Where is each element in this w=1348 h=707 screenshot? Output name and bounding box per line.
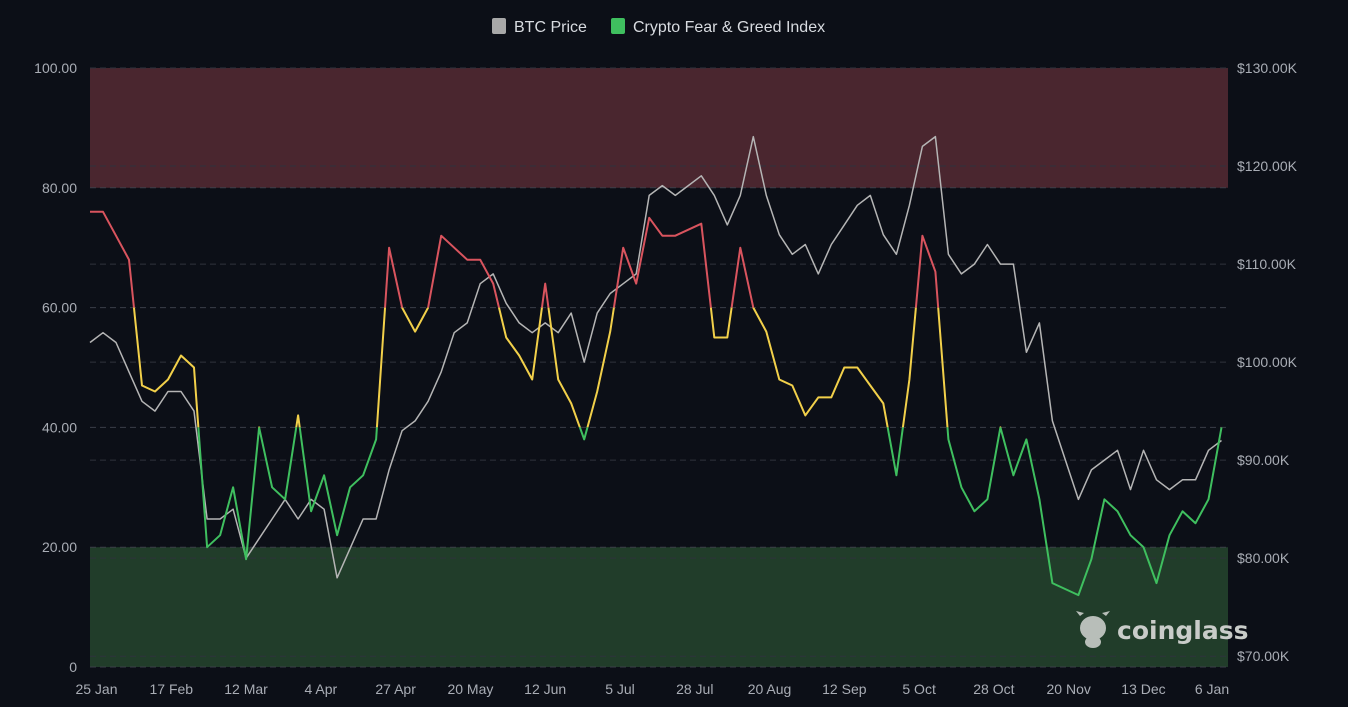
left-tick-label: 60.00 bbox=[42, 300, 77, 316]
right-tick-label: $90.00K bbox=[1237, 452, 1290, 468]
series-line-fear-greed-greed-segment bbox=[90, 210, 940, 308]
x-tick-label: 28 Jul bbox=[676, 681, 713, 697]
legend-swatch-fear-greed-icon bbox=[611, 18, 625, 34]
legend-label-btc: BTC Price bbox=[514, 19, 587, 36]
x-tick-label: 6 Jan bbox=[1195, 681, 1229, 697]
x-tick-label: 28 Oct bbox=[973, 681, 1014, 697]
right-tick-label: $80.00K bbox=[1237, 550, 1290, 566]
x-tick-label: 12 Mar bbox=[224, 681, 268, 697]
right-tick-label: $100.00K bbox=[1237, 354, 1298, 370]
x-tick-label: 20 May bbox=[447, 681, 493, 697]
x-tick-label: 4 Apr bbox=[304, 681, 337, 697]
legend[interactable]: BTC Price Crypto Fear & Greed Index bbox=[492, 18, 825, 36]
coinglass-mascot-icon bbox=[1076, 611, 1110, 648]
x-tick-label: 20 Aug bbox=[748, 681, 792, 697]
legend-item-fear-greed[interactable]: Crypto Fear & Greed Index bbox=[611, 18, 825, 36]
legend-label-fear-greed: Crypto Fear & Greed Index bbox=[633, 19, 825, 36]
left-axis-ticks: 0 20.00 40.00 60.00 80.00 100.00 bbox=[34, 60, 77, 675]
x-tick-label: 20 Nov bbox=[1047, 681, 1091, 697]
coinglass-logo-text: coinglass bbox=[1117, 616, 1248, 645]
legend-item-btc-price[interactable]: BTC Price bbox=[492, 18, 587, 36]
coinglass-watermark: coinglass bbox=[1076, 611, 1248, 648]
right-tick-label: $120.00K bbox=[1237, 158, 1298, 174]
x-tick-label: 13 Dec bbox=[1121, 681, 1165, 697]
zone-extreme-fear bbox=[90, 547, 1228, 667]
right-axis-ticks: $70.00K $80.00K $90.00K $100.00K $110.00K $12… bbox=[1237, 60, 1298, 664]
zone-extreme-greed bbox=[90, 68, 1228, 188]
left-tick-label: 40.00 bbox=[42, 419, 77, 435]
legend-swatch-btc-icon bbox=[492, 18, 506, 34]
x-tick-label: 17 Feb bbox=[149, 681, 193, 697]
sentiment-zones bbox=[90, 68, 1228, 667]
left-tick-label: 0 bbox=[69, 659, 77, 675]
series-line-fear-greed-fear-segment bbox=[197, 427, 1223, 597]
left-tick-label: 100.00 bbox=[34, 60, 77, 76]
right-tick-label: $130.00K bbox=[1237, 60, 1298, 76]
x-tick-label: 27 Apr bbox=[375, 681, 416, 697]
right-tick-label: $110.00K bbox=[1237, 256, 1297, 272]
x-tick-label: 12 Sep bbox=[822, 681, 867, 697]
x-tick-label: 12 Jun bbox=[524, 681, 566, 697]
x-tick-label: 5 Jul bbox=[605, 681, 635, 697]
right-tick-label: $70.00K bbox=[1237, 648, 1290, 664]
series-line-btc-price bbox=[89, 135, 1222, 579]
x-axis-ticks: 25 Jan 17 Feb 12 Mar 4 Apr 27 Apr 20 May 12 Ju… bbox=[75, 681, 1229, 697]
left-tick-label: 20.00 bbox=[42, 539, 77, 555]
x-tick-label: 25 Jan bbox=[75, 681, 117, 697]
x-tick-label: 5 Oct bbox=[902, 681, 936, 697]
left-tick-label: 80.00 bbox=[42, 180, 77, 196]
